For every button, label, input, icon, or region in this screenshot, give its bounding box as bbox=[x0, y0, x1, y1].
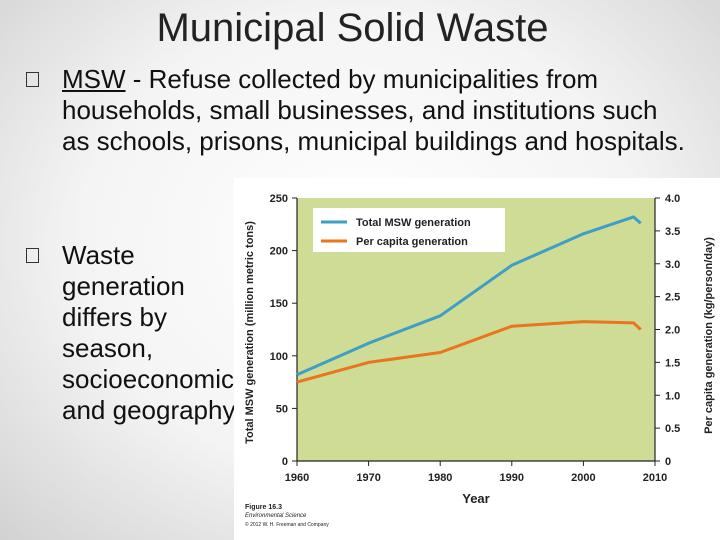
x-tick-label: 1980 bbox=[428, 472, 452, 484]
left-tick-label: 100 bbox=[270, 351, 288, 363]
series-line-per-capita bbox=[296, 320, 642, 384]
x-tick-label: 1960 bbox=[285, 472, 309, 484]
x-axis-label: Year bbox=[462, 491, 489, 506]
right-tick-label: 1.0 bbox=[665, 390, 680, 402]
right-tick-label: 4.0 bbox=[665, 193, 680, 205]
left-tick-label: 200 bbox=[270, 246, 288, 258]
legend-label-per-capita: Per capita generation bbox=[356, 236, 468, 248]
right-tick-label: 3.0 bbox=[665, 259, 680, 271]
legend-box bbox=[313, 208, 505, 252]
x-tick-label: 2000 bbox=[571, 472, 595, 484]
right-tick-label: 2.0 bbox=[665, 325, 680, 337]
figure-16-3: 0 50 100 150 200 250 0 0.5 1.0 1.5 2.0 2.5 3.0 3.5 4.0… bbox=[234, 178, 720, 540]
msw-definition-text: - Refuse collected by municipalities fro… bbox=[62, 64, 685, 156]
bullet-box-icon bbox=[26, 72, 39, 87]
right-tick-label: 3.5 bbox=[665, 226, 680, 238]
bullet-box-icon bbox=[26, 248, 39, 263]
bullet-waste-generation: Waste generation differs by season, soci… bbox=[26, 240, 262, 426]
left-tick-label: 250 bbox=[270, 193, 288, 205]
left-tick-label: 50 bbox=[276, 403, 288, 415]
right-tick-label: 0.5 bbox=[665, 423, 680, 435]
right-axis-label: Per capita generation (kg/person/day) bbox=[703, 237, 715, 434]
left-tick-label: 150 bbox=[270, 298, 288, 310]
bullet-msw-definition: MSW - Refuse collected by municipalities… bbox=[26, 64, 692, 157]
x-tick-label: 1970 bbox=[356, 472, 380, 484]
left-axis-label: Total MSW generation (million metric ton… bbox=[244, 221, 256, 444]
slide-title: Municipal Solid Waste bbox=[156, 6, 549, 50]
waste-generation-text: Waste generation differs by season, soci… bbox=[62, 240, 255, 425]
figure-book: Environmental Science bbox=[245, 513, 307, 519]
series-line-total-msw bbox=[296, 215, 642, 377]
msw-line-chart: 0 50 100 150 200 250 0 0.5 1.0 1.5 2.0 2.5 3.0 3.5 4.0… bbox=[244, 193, 715, 506]
left-tick-label: 0 bbox=[282, 456, 288, 468]
right-tick-label: 2.5 bbox=[665, 292, 680, 304]
figure-caption: Figure 16.3 bbox=[245, 504, 282, 511]
right-tick-label: 0 bbox=[665, 456, 671, 468]
msw-abbreviation: MSW bbox=[62, 64, 126, 94]
x-tick-label: 2010 bbox=[643, 472, 667, 484]
x-tick-label: 1990 bbox=[500, 472, 524, 484]
legend-label-total-msw: Total MSW generation bbox=[356, 217, 471, 229]
figure-credit: © 2012 W. H. Freeman and Company bbox=[245, 522, 329, 528]
right-tick-label: 1.5 bbox=[665, 357, 680, 369]
